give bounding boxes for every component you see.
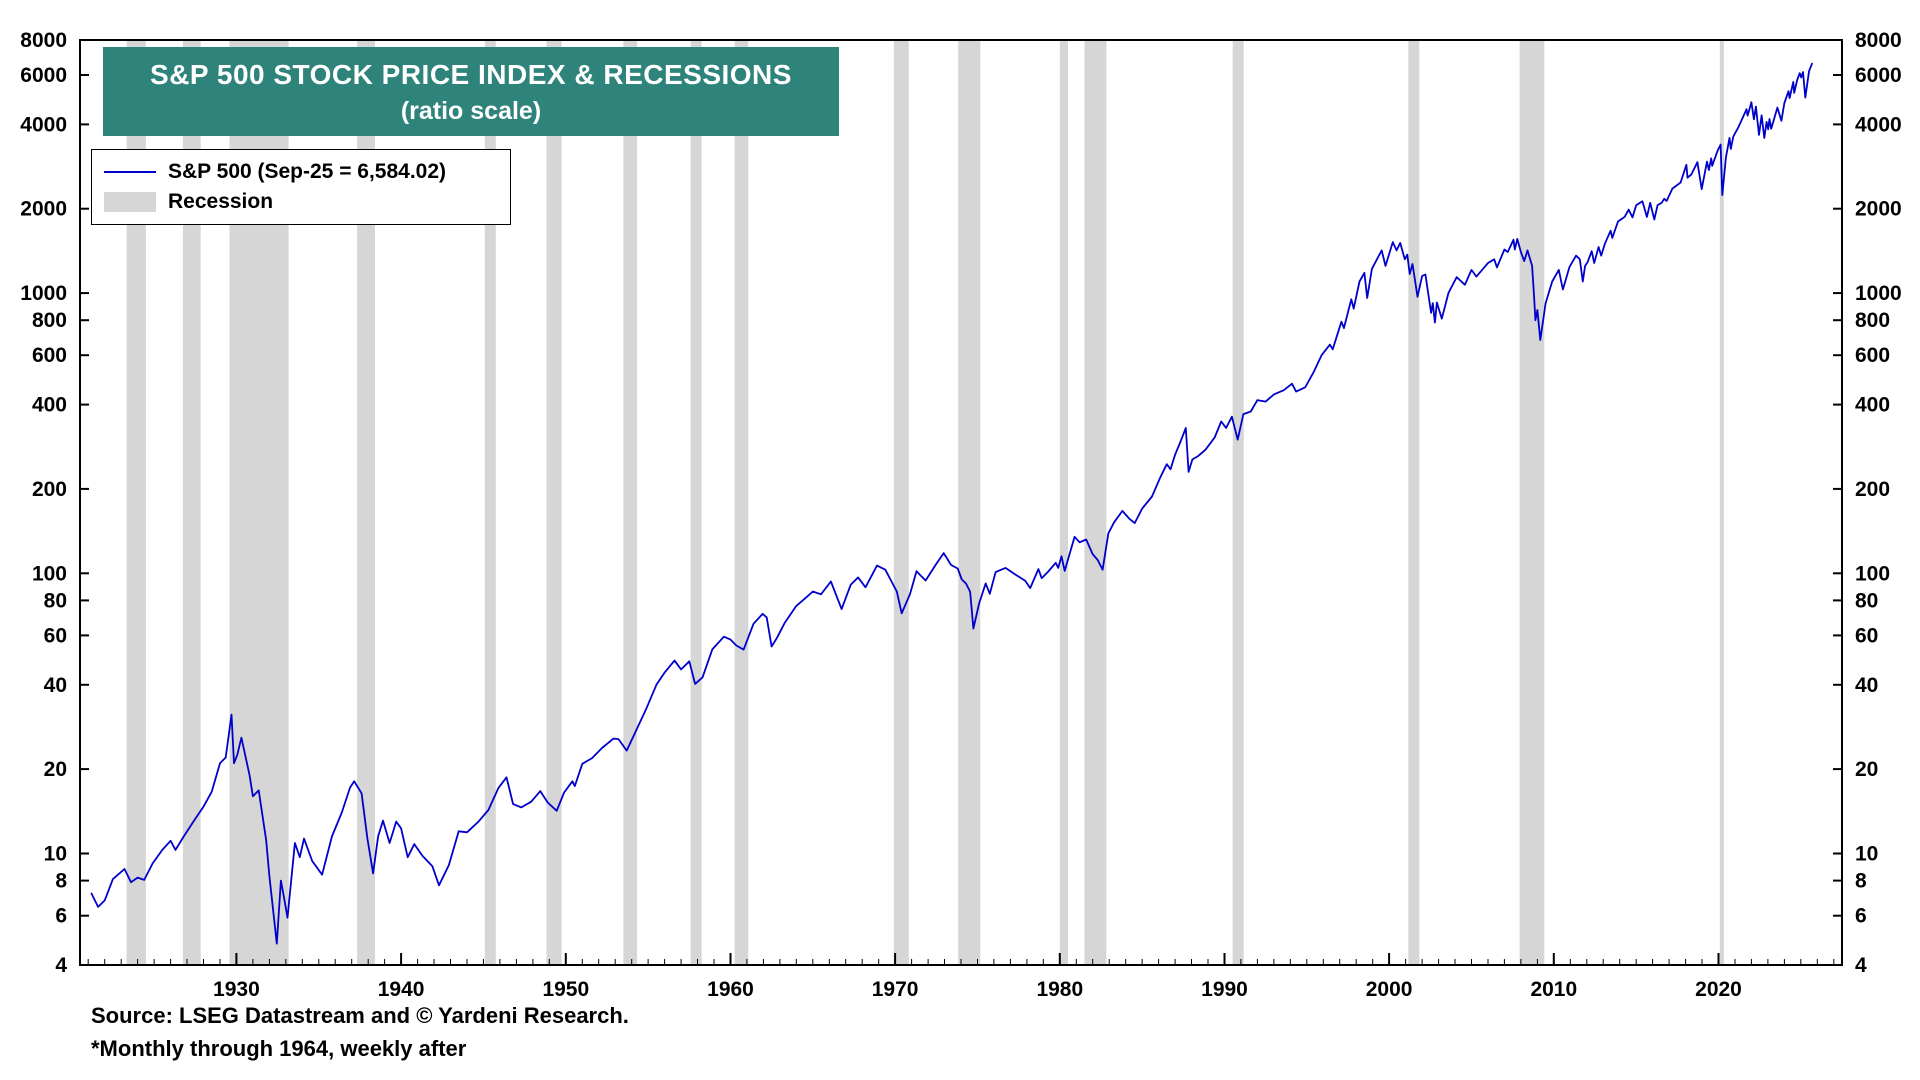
sp500-price-line [90, 62, 1813, 945]
y-tick-label-right: 100 [1855, 562, 1890, 585]
chart-title-line1: S&P 500 STOCK PRICE INDEX & RECESSIONS [150, 59, 792, 90]
y-tick-label-right: 400 [1855, 394, 1890, 417]
sp500-legend-label: S&P 500 (Sep-25 = 6,584.02) [168, 160, 447, 183]
y-tick-label-left: 10 [44, 842, 67, 865]
y-tick-label-right: 4000 [1855, 113, 1902, 136]
y-tick-label-left: 6 [55, 905, 67, 928]
y-tick-label-right: 600 [1855, 344, 1890, 367]
x-tick-label: 1970 [872, 978, 919, 1001]
y-tick-label-left: 800 [32, 309, 67, 332]
y-tick-label-right: 40 [1855, 674, 1878, 697]
recession-band [690, 40, 702, 965]
y-tick-label-right: 8000 [1855, 29, 1902, 52]
y-tick-label-right: 60 [1855, 624, 1878, 647]
recession-band [1408, 40, 1420, 965]
y-tick-label-right: 4 [1855, 954, 1867, 977]
recession-band [893, 40, 909, 965]
recession-band [1719, 40, 1724, 965]
y-tick-label-left: 2000 [20, 198, 67, 221]
y-tick-label-right: 2000 [1855, 198, 1902, 221]
y-tick-label-left: 100 [32, 562, 67, 585]
recession-band [1519, 40, 1545, 965]
chart-title: S&P 500 STOCK PRICE INDEX & RECESSIONS (… [103, 47, 839, 136]
recession-swatch [104, 192, 156, 212]
chart-title-line2: (ratio scale) [400, 97, 542, 125]
y-tick-label-right: 20 [1855, 758, 1878, 781]
recession-band [1084, 40, 1107, 965]
x-tick-label: 2020 [1695, 978, 1742, 1001]
recession-band [1059, 40, 1068, 965]
y-tick-label-right: 8 [1855, 870, 1867, 893]
legend: S&P 500 (Sep-25 = 6,584.02) Recession [91, 149, 511, 225]
y-tick-label-left: 200 [32, 478, 67, 501]
x-tick-label: 1990 [1201, 978, 1248, 1001]
frequency-footnote: *Monthly through 1964, weekly after [91, 1036, 467, 1061]
recession-band [182, 40, 201, 965]
plot-border [79, 39, 1843, 966]
y-tick-label-right: 800 [1855, 309, 1890, 332]
recession-band [734, 40, 749, 965]
y-tick-label-left: 4000 [20, 113, 67, 136]
x-tick-label: 1960 [707, 978, 754, 1001]
y-tick-label-left: 8000 [20, 29, 67, 52]
x-tick-label: 1950 [542, 978, 589, 1001]
recession-band [357, 40, 375, 965]
y-tick-label-left: 40 [44, 674, 67, 697]
recession-legend-label: Recession [168, 190, 274, 213]
source-note: Source: LSEG Datastream and © Yardeni Re… [91, 1003, 629, 1028]
y-tick-label-right: 10 [1855, 842, 1878, 865]
recession-band [958, 40, 981, 965]
y-tick-label-right: 1000 [1855, 282, 1902, 305]
x-tick-label: 1930 [213, 978, 260, 1001]
x-tick-label: 2000 [1366, 978, 1413, 1001]
x-tick-label: 1980 [1036, 978, 1083, 1001]
y-tick-label-left: 20 [44, 758, 67, 781]
recession-band [484, 40, 496, 965]
y-tick-label-right: 80 [1855, 589, 1878, 612]
legend-row-recession: Recession [104, 187, 496, 217]
y-tick-label-left: 400 [32, 394, 67, 417]
y-tick-label-left: 80 [44, 589, 67, 612]
y-tick-label-right: 6000 [1855, 64, 1902, 87]
recession-band [126, 40, 146, 965]
x-tick-label: 2010 [1530, 978, 1577, 1001]
y-tick-label-left: 60 [44, 624, 67, 647]
y-tick-label-left: 1000 [20, 282, 67, 305]
recession-band [1232, 40, 1244, 965]
y-tick-label-right: 200 [1855, 478, 1890, 501]
x-tick-label: 1940 [378, 978, 425, 1001]
y-tick-label-left: 4 [55, 954, 67, 977]
recession-band [546, 40, 562, 965]
y-tick-label-left: 600 [32, 344, 67, 367]
y-tick-label-left: 8 [55, 870, 67, 893]
sp500-line-swatch [104, 171, 156, 173]
y-tick-label-left: 6000 [20, 64, 67, 87]
recession-band [623, 40, 638, 965]
legend-row-sp500: S&P 500 (Sep-25 = 6,584.02) [104, 157, 496, 187]
y-tick-label-right: 6 [1855, 905, 1867, 928]
